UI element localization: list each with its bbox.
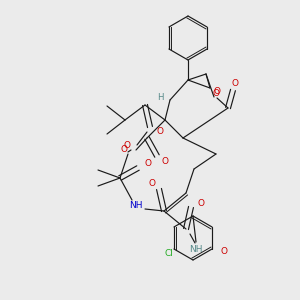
Text: H: H <box>157 92 163 101</box>
Text: O: O <box>145 158 152 167</box>
Text: O: O <box>197 199 205 208</box>
Text: O: O <box>161 157 169 166</box>
Text: O: O <box>214 86 220 95</box>
Text: O: O <box>121 146 128 154</box>
Text: O: O <box>232 79 238 88</box>
Text: O: O <box>124 140 130 149</box>
Text: NH: NH <box>129 202 143 211</box>
Text: NH: NH <box>189 244 203 253</box>
Text: O: O <box>148 179 155 188</box>
Text: O: O <box>212 89 220 98</box>
Text: O: O <box>220 248 228 256</box>
Text: Cl: Cl <box>164 250 173 259</box>
Text: O: O <box>157 128 164 136</box>
